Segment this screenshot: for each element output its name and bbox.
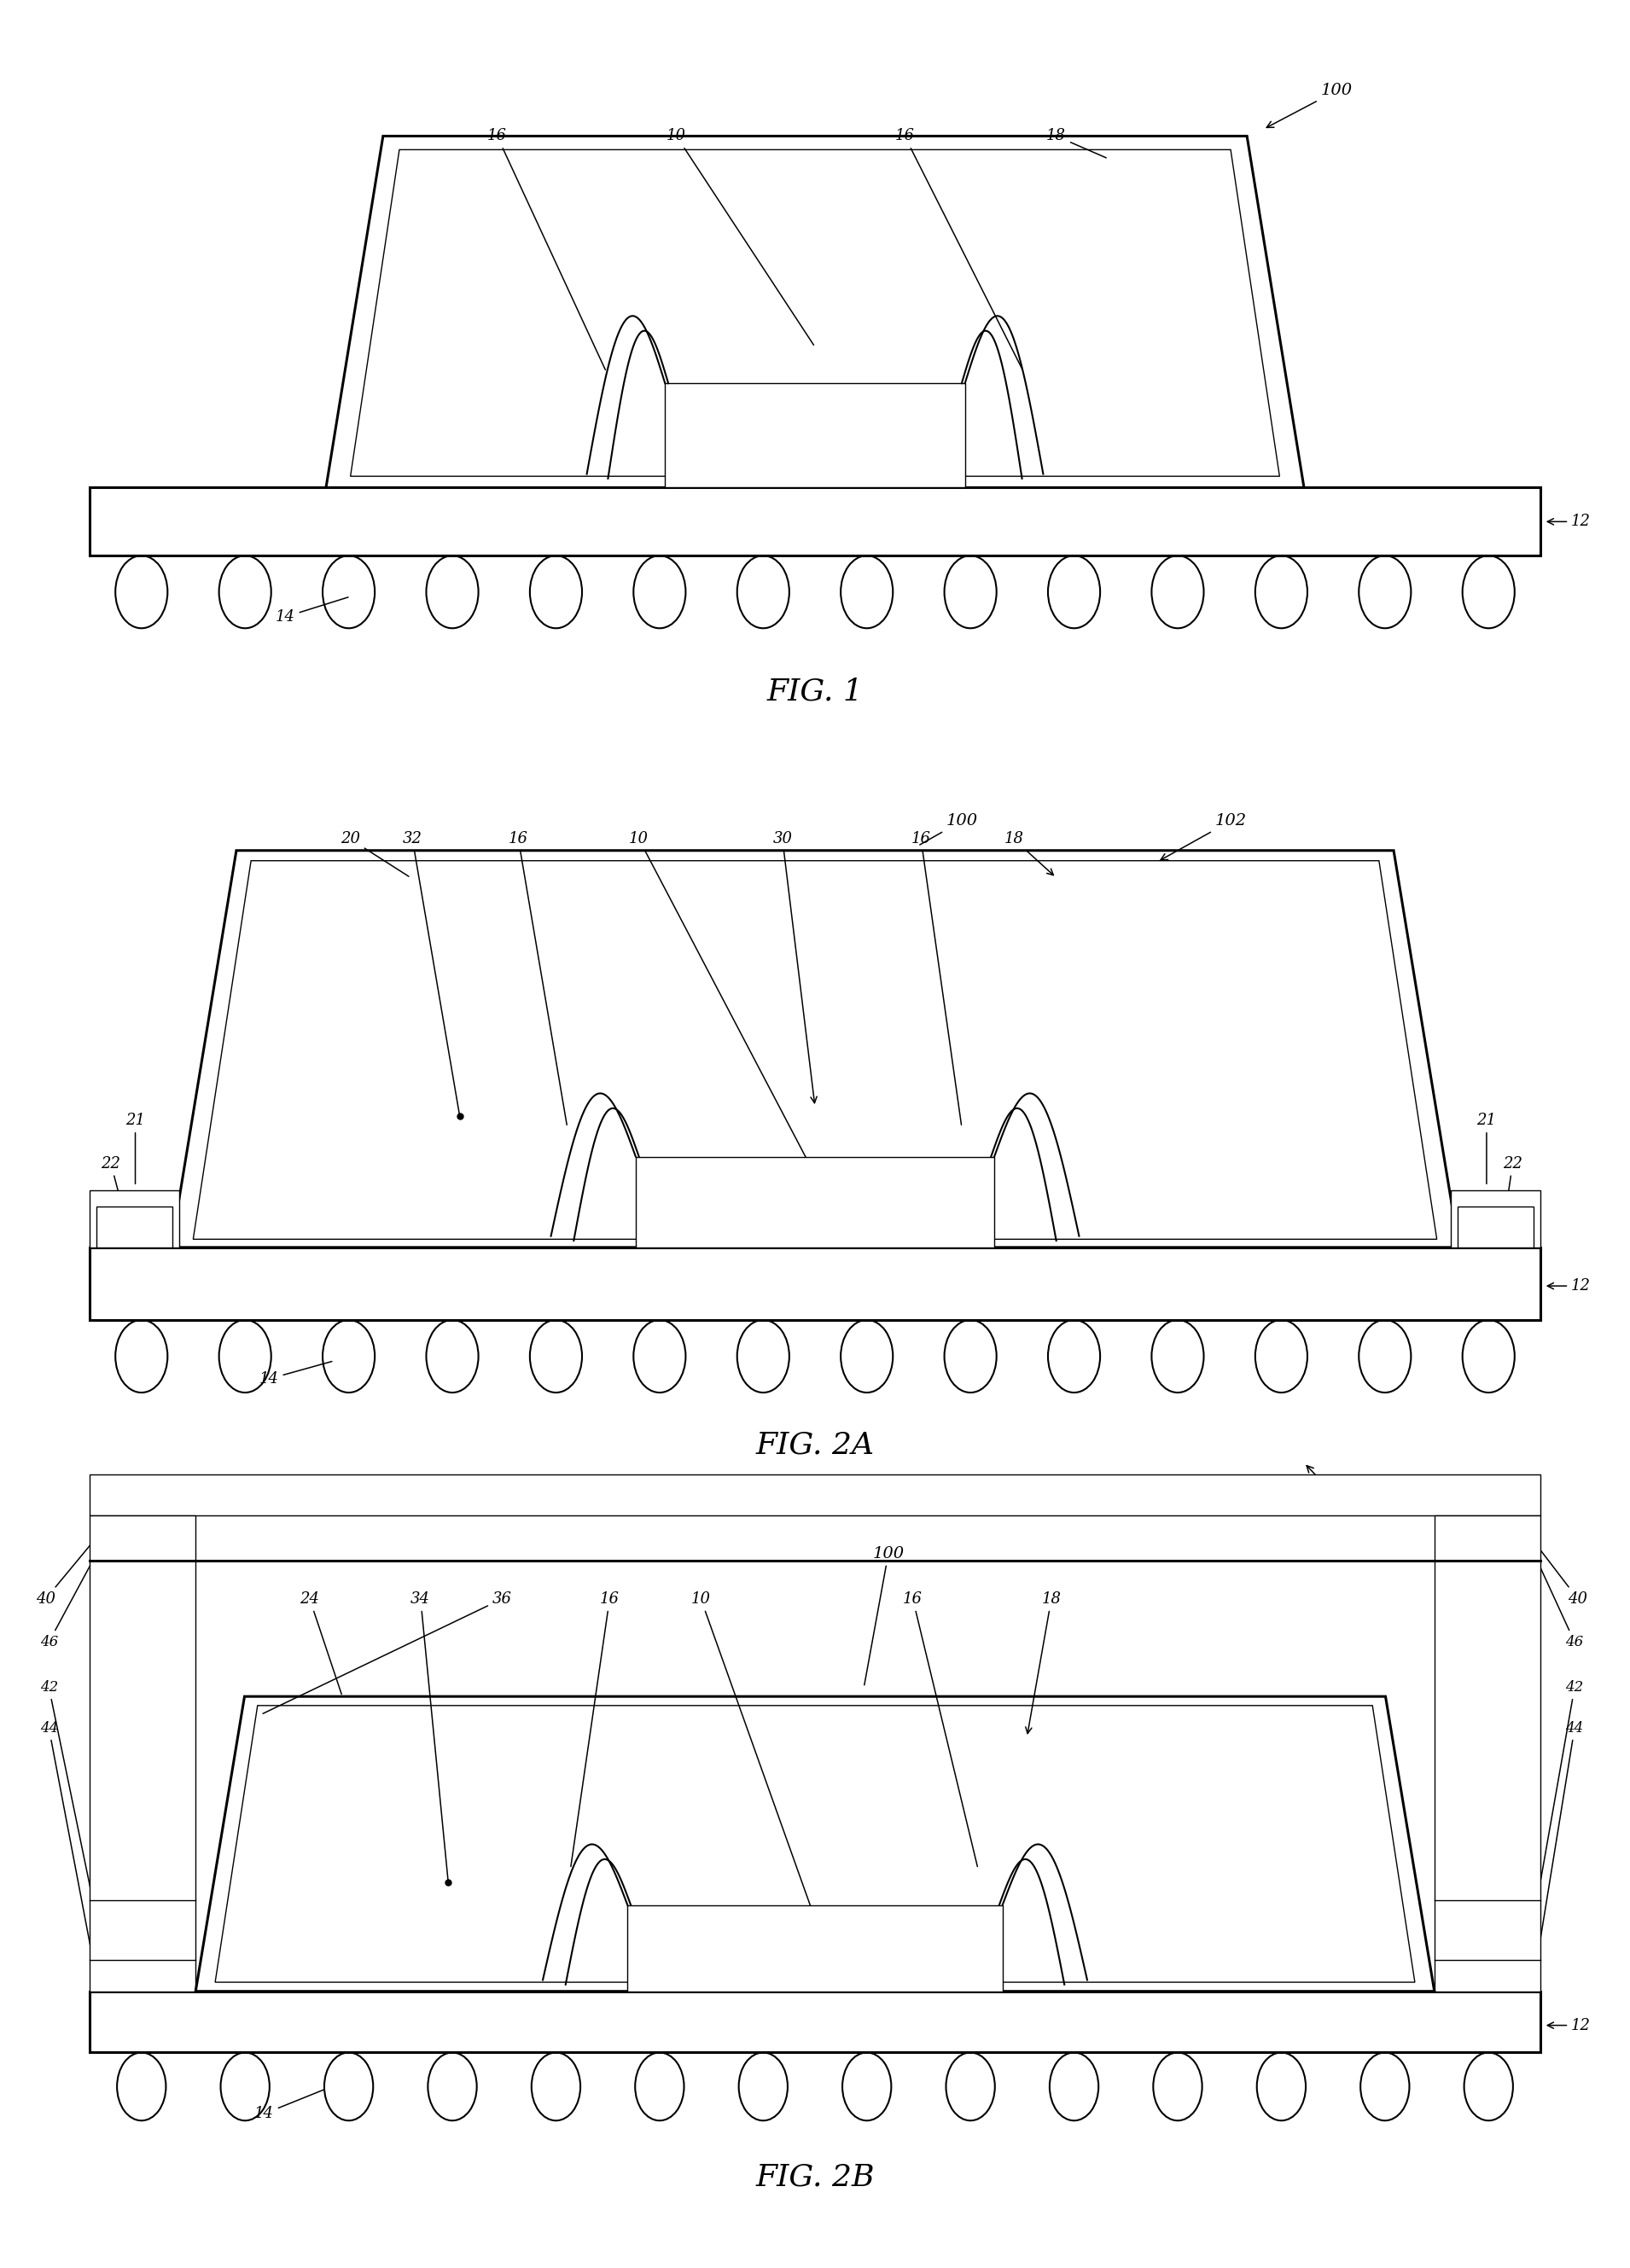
Text: 12: 12 — [1547, 2019, 1591, 2032]
Text: 30: 30 — [773, 832, 817, 1102]
Bar — [96, 1207, 173, 1247]
Bar — [636, 1157, 994, 1247]
Text: 40: 40 — [36, 1497, 130, 1606]
Text: 100: 100 — [919, 814, 978, 844]
Text: 100: 100 — [1267, 84, 1353, 127]
Bar — [90, 1247, 1540, 1320]
Text: 42: 42 — [1537, 1681, 1584, 1898]
Text: 46: 46 — [1539, 1563, 1584, 1649]
Text: 32: 32 — [403, 832, 460, 1114]
Text: 44: 44 — [1537, 1721, 1584, 1957]
Text: 14: 14 — [275, 596, 349, 624]
Text: 22: 22 — [1503, 1157, 1522, 1216]
Text: 36: 36 — [262, 1592, 512, 1715]
Text: 40: 40 — [1500, 1497, 1588, 1606]
Text: 34: 34 — [411, 1592, 448, 1880]
Text: 16: 16 — [487, 129, 605, 370]
Text: FIG. 1: FIG. 1 — [766, 678, 864, 705]
Text: 100: 100 — [864, 1547, 905, 1685]
Text: 12: 12 — [1547, 515, 1591, 528]
Text: 18: 18 — [1025, 1592, 1061, 1733]
Text: 22: 22 — [101, 1157, 126, 1216]
Text: 102: 102 — [1161, 814, 1247, 860]
Bar — [1457, 1207, 1534, 1247]
Text: 16: 16 — [509, 832, 567, 1125]
Text: 16: 16 — [570, 1592, 619, 1867]
Text: 42: 42 — [39, 1681, 93, 1898]
Bar — [90, 1191, 179, 1247]
Text: 10: 10 — [667, 129, 813, 345]
Bar — [90, 1515, 196, 1991]
Text: 10: 10 — [691, 1592, 815, 1916]
Text: 21: 21 — [126, 1114, 145, 1184]
Text: 16: 16 — [911, 832, 962, 1125]
Text: 14: 14 — [259, 1361, 333, 1386]
Text: 18: 18 — [1046, 129, 1107, 159]
Text: 24: 24 — [300, 1592, 342, 1694]
Bar — [90, 1474, 1540, 1515]
Text: 20: 20 — [341, 832, 409, 875]
Bar — [1434, 1515, 1540, 1991]
Text: 12: 12 — [1547, 1279, 1591, 1293]
Text: 21: 21 — [1477, 1114, 1496, 1184]
Text: 16: 16 — [903, 1592, 978, 1867]
Text: 46: 46 — [39, 1563, 91, 1649]
Bar — [90, 488, 1540, 556]
Text: 10: 10 — [629, 832, 813, 1173]
Text: 14: 14 — [254, 2089, 324, 2121]
Text: 44: 44 — [39, 1721, 93, 1957]
Bar — [628, 1905, 1002, 1991]
Bar — [665, 383, 965, 488]
Text: 104: 104 — [1307, 1465, 1353, 1504]
Text: 16: 16 — [895, 129, 1022, 370]
Text: FIG. 2B: FIG. 2B — [755, 2164, 875, 2191]
Text: FIG. 2A: FIG. 2A — [756, 1431, 874, 1458]
Bar — [90, 1991, 1540, 2053]
Text: 18: 18 — [1004, 832, 1053, 875]
Bar — [1451, 1191, 1540, 1247]
